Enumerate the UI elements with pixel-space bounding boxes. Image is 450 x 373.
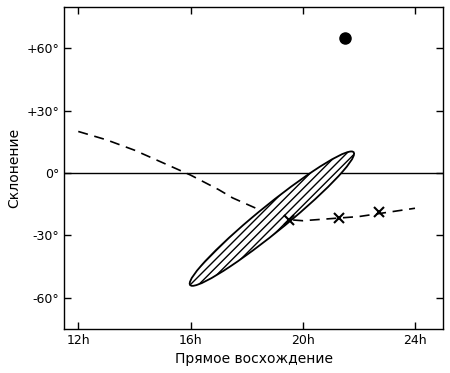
Ellipse shape [190,151,354,286]
Y-axis label: Склонение: Склонение [7,128,21,208]
X-axis label: Прямое восхождение: Прямое восхождение [175,352,333,366]
